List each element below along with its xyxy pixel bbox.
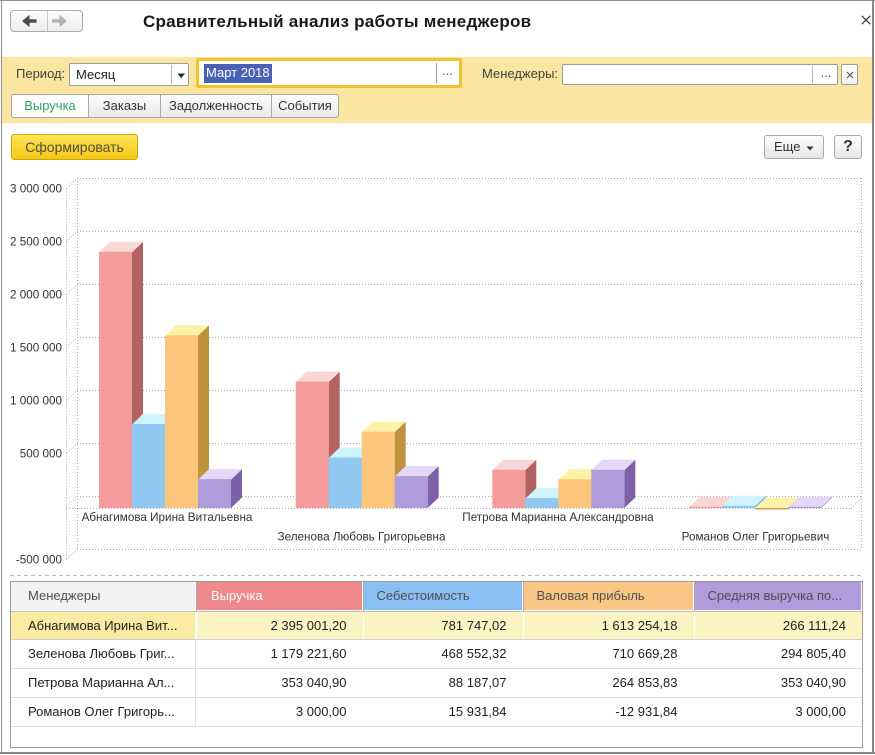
svg-text:2 500 000: 2 500 000	[10, 236, 62, 249]
svg-text:3 000 000: 3 000 000	[10, 183, 62, 196]
svg-text:2 000 000: 2 000 000	[10, 289, 62, 302]
svg-text:Зеленова Любовь Григорьевна: Зеленова Любовь Григорьевна	[278, 531, 446, 544]
svg-text:Романов Олег Григорьевич: Романов Олег Григорьевич	[682, 531, 830, 544]
svg-text:1 000 000: 1 000 000	[10, 395, 62, 408]
svg-text:Абнагимова Ирина Витальевна: Абнагимова Ирина Витальевна	[82, 511, 253, 524]
svg-text:Петрова Марианна Александровна: Петрова Марианна Александровна	[462, 511, 654, 524]
svg-text:-500 000: -500 000	[16, 554, 63, 567]
svg-text:1 500 000: 1 500 000	[10, 342, 62, 355]
svg-text:500 000: 500 000	[20, 448, 63, 461]
